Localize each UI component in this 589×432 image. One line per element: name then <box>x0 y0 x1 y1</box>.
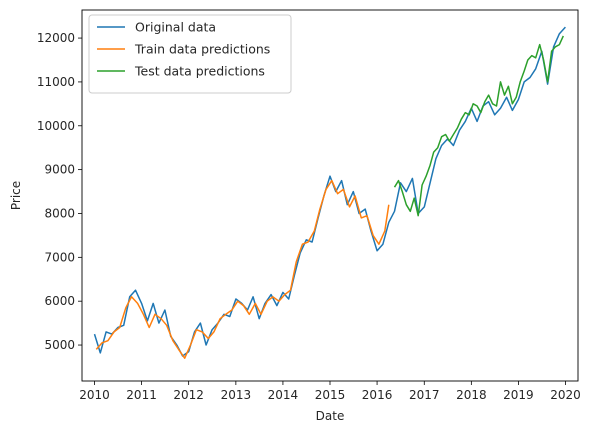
y-axis-ticks: 5000 6000 7000 8000 9000 10000 11000 12000 <box>37 31 82 352</box>
y-tick-label: 6000 <box>44 294 75 308</box>
x-tick-label: 2014 <box>268 388 299 402</box>
x-tick-label: 2019 <box>503 388 534 402</box>
series-line-3 <box>393 35 564 217</box>
legend: Original data Train data predictions Test … <box>88 14 292 94</box>
x-tick-label: 2013 <box>221 388 252 402</box>
legend-box <box>88 14 292 94</box>
legend-label-1: Original data <box>135 20 216 35</box>
x-tick-label: 2012 <box>173 388 204 402</box>
y-tick-label: 7000 <box>44 250 75 264</box>
x-tick-label: 2020 <box>550 388 581 402</box>
series-layer <box>93 26 566 359</box>
x-axis-label: Date <box>316 409 345 423</box>
x-tick-label: 2016 <box>362 388 393 402</box>
series-line-2 <box>95 179 390 359</box>
x-tick-label: 2015 <box>315 388 346 402</box>
x-axis-ticks: 2010 2011 2012 2013 2014 2015 2016 2017 2018 2019… <box>79 381 581 402</box>
legend-label-2: Train data predictions <box>134 42 270 57</box>
y-axis-label: Price <box>9 181 23 210</box>
y-tick-label: 11000 <box>37 75 75 89</box>
y-tick-label: 10000 <box>37 119 75 133</box>
y-tick-label: 5000 <box>44 338 75 352</box>
x-tick-label: 2017 <box>409 388 440 402</box>
y-tick-label: 12000 <box>37 31 75 45</box>
y-tick-label: 8000 <box>44 206 75 220</box>
legend-label-3: Test data predictions <box>134 64 265 79</box>
y-tick-label: 9000 <box>44 163 75 177</box>
x-tick-label: 2011 <box>126 388 157 402</box>
x-tick-label: 2010 <box>79 388 110 402</box>
x-tick-label: 2018 <box>456 388 487 402</box>
